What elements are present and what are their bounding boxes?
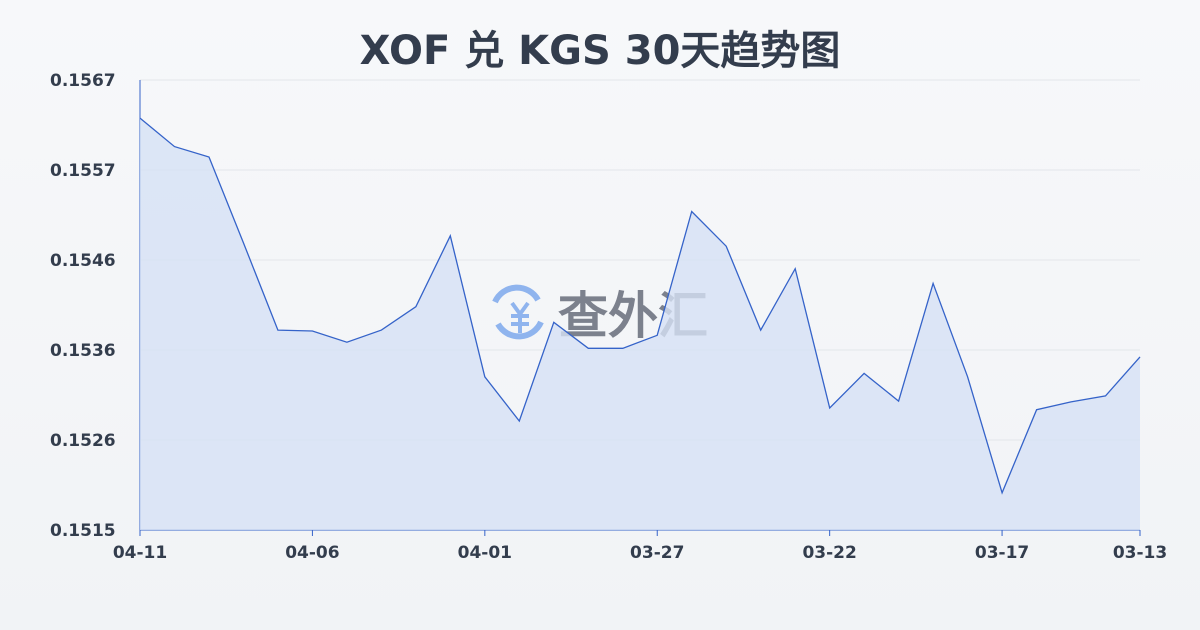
x-tick-label: 03-17 (975, 543, 1029, 563)
x-tick-label: 03-13 (1113, 543, 1167, 563)
x-tick-label: 04-01 (458, 543, 512, 563)
y-tick-label: 0.1526 (50, 431, 116, 451)
x-tick-label: 04-06 (285, 543, 339, 563)
y-tick-label: 0.1557 (50, 161, 116, 181)
x-tick-label: 04-11 (113, 543, 167, 563)
data-points (139, 117, 1141, 493)
area-fill (140, 118, 1140, 530)
chart-title: XOF 兑 KGS 30天趋势图 (359, 28, 841, 74)
x-tick-label: 03-27 (630, 543, 684, 563)
y-tick-label: 0.1515 (50, 521, 116, 541)
yen-exchange-icon (492, 284, 544, 340)
x-tick-label: 03-22 (802, 543, 856, 563)
y-tick-label: 0.1567 (50, 71, 116, 91)
y-tick-label: 0.1536 (50, 341, 116, 361)
series-line (139, 117, 1141, 495)
y-tick-label: 0.1546 (50, 251, 116, 271)
